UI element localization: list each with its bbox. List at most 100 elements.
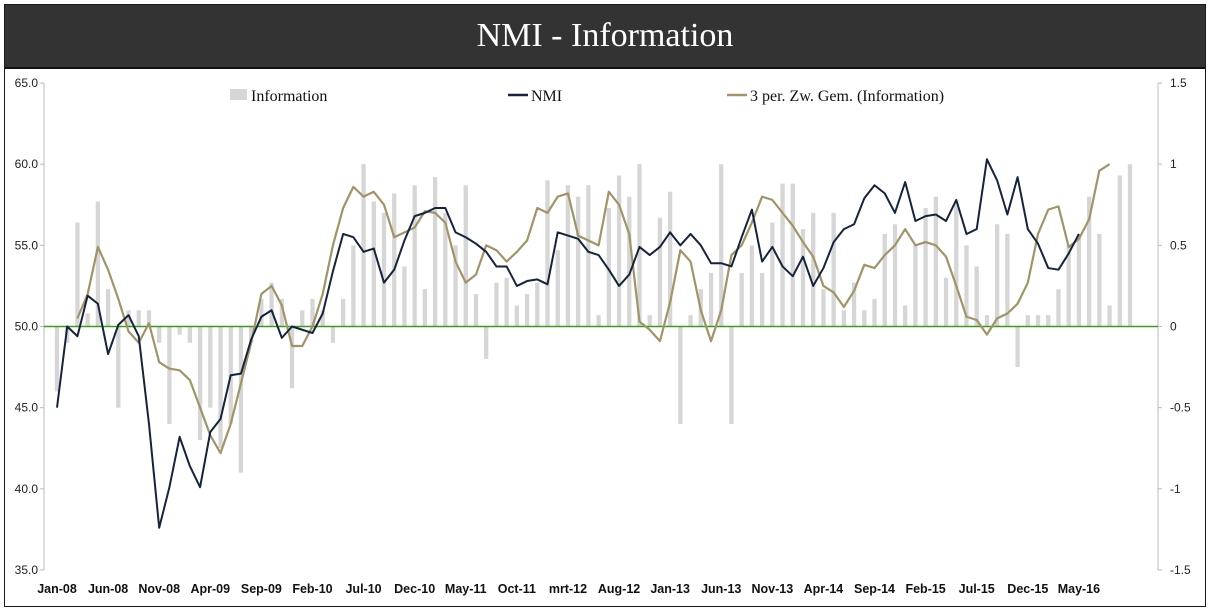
x-tick-label: Jan-13: [650, 582, 690, 596]
information-bar: [105, 289, 111, 327]
information-bar: [647, 315, 652, 327]
information-bar: [218, 326, 223, 449]
left-tick-label: 40.0: [15, 482, 39, 496]
information-bar: [780, 183, 785, 327]
legend-nmi-label: NMI: [531, 88, 562, 105]
moving-average-line: [76, 163, 1111, 455]
information-bar: [964, 245, 969, 327]
information-bar: [146, 310, 152, 327]
information-bar: [136, 310, 141, 327]
information-bar: [85, 313, 90, 327]
x-tick-label: Jun-08: [88, 582, 128, 596]
information-bar: [1015, 326, 1020, 368]
information-bar: [800, 229, 806, 327]
title-bar: NMI - Information: [5, 5, 1205, 69]
information-bar: [1066, 245, 1071, 327]
information-bar: [157, 326, 162, 343]
information-bar: [453, 245, 458, 327]
information-bar: [739, 272, 744, 327]
information-bar: [187, 326, 192, 343]
information-bar: [862, 310, 867, 327]
left-tick-label: 60.0: [15, 157, 39, 171]
chart-title: NMI - Information: [476, 17, 734, 54]
information-bar: [238, 326, 244, 473]
right-tick-label: 1: [1170, 157, 1177, 171]
information-bar: [719, 164, 724, 327]
legend-information-label: Information: [251, 88, 327, 105]
information-bar: [249, 326, 254, 343]
x-tick-label: Feb-15: [905, 582, 945, 596]
information-bar: [576, 196, 581, 327]
information-bar: [443, 212, 448, 327]
information-bar: [463, 185, 468, 327]
information-bar: [1076, 233, 1082, 327]
information-bar: [1097, 233, 1102, 327]
x-axis: Jan-08 Jun-08 Nov-08 Apr-09 Sep-09 Feb-10 Jul-…: [37, 582, 1100, 596]
information-bar: [913, 245, 918, 327]
information-bar: [1046, 315, 1051, 327]
x-tick-label: Jan-08: [37, 582, 77, 596]
x-tick-label: Oct-11: [498, 582, 536, 596]
information-bar: [351, 245, 356, 327]
information-bar: [545, 180, 550, 327]
information-bar: [688, 315, 693, 327]
information-bar: [657, 217, 663, 327]
information-bar: [668, 191, 673, 327]
information-bar: [821, 289, 826, 327]
information-bar: [54, 326, 60, 392]
information-bar: [1005, 233, 1010, 327]
information-bar: [289, 326, 295, 389]
information-bar: [954, 201, 959, 327]
x-tick-label: Dec-15: [1007, 582, 1048, 596]
information-bar: [596, 315, 601, 327]
x-tick-label: Jul-15: [959, 582, 995, 596]
information-bar: [1035, 315, 1041, 327]
information-bar: [197, 326, 203, 441]
information-bar: [831, 212, 836, 327]
information-bar: [167, 326, 172, 424]
information-bar: [514, 305, 519, 327]
information-bar: [535, 282, 540, 327]
x-tick-label: Jun-13: [701, 582, 741, 596]
legend: Information NMI 3 per. Zw. Gem. (Informati…: [230, 88, 944, 105]
information-bar: [616, 175, 622, 327]
information-bar: [759, 272, 765, 327]
left-tick-label: 50.0: [15, 320, 39, 334]
information-bar: [340, 298, 346, 327]
left-tick-label: 45.0: [15, 401, 39, 415]
information-bar: [412, 185, 417, 327]
information-bar: [892, 224, 898, 327]
x-tick-label: Feb-10: [292, 582, 332, 596]
information-bar: [749, 245, 755, 327]
x-tick-label: May-11: [445, 582, 487, 596]
information-bar: [95, 201, 101, 327]
x-tick-label: Apr-09: [190, 582, 230, 596]
information-bar: [1025, 315, 1030, 327]
right-tick-label: -0.5: [1170, 401, 1191, 415]
right-tick-label: -1: [1170, 482, 1181, 496]
information-bar: [473, 294, 479, 327]
right-tick-label: 0: [1170, 320, 1177, 334]
information-bar: [841, 310, 847, 327]
information-bars: [54, 164, 1133, 473]
information-bar: [1086, 196, 1092, 327]
x-tick-label: Nov-08: [138, 582, 180, 596]
information-bar: [974, 266, 979, 327]
information-bar: [903, 305, 908, 327]
information-bar: [851, 282, 857, 327]
information-bar: [279, 298, 284, 327]
information-bar: [432, 177, 438, 327]
information-bar: [770, 222, 775, 327]
information-bar: [555, 250, 560, 327]
information-bar: [637, 164, 642, 327]
information-bar: [1107, 305, 1112, 327]
legend-information-swatch: [230, 89, 247, 100]
information-bar: [678, 326, 683, 424]
information-bar: [371, 201, 376, 327]
x-tick-label: Nov-13: [751, 582, 793, 596]
information-bar: [116, 326, 121, 408]
information-bar: [1127, 164, 1133, 327]
information-bar: [943, 277, 949, 327]
left-tick-label: 65.0: [15, 76, 39, 90]
